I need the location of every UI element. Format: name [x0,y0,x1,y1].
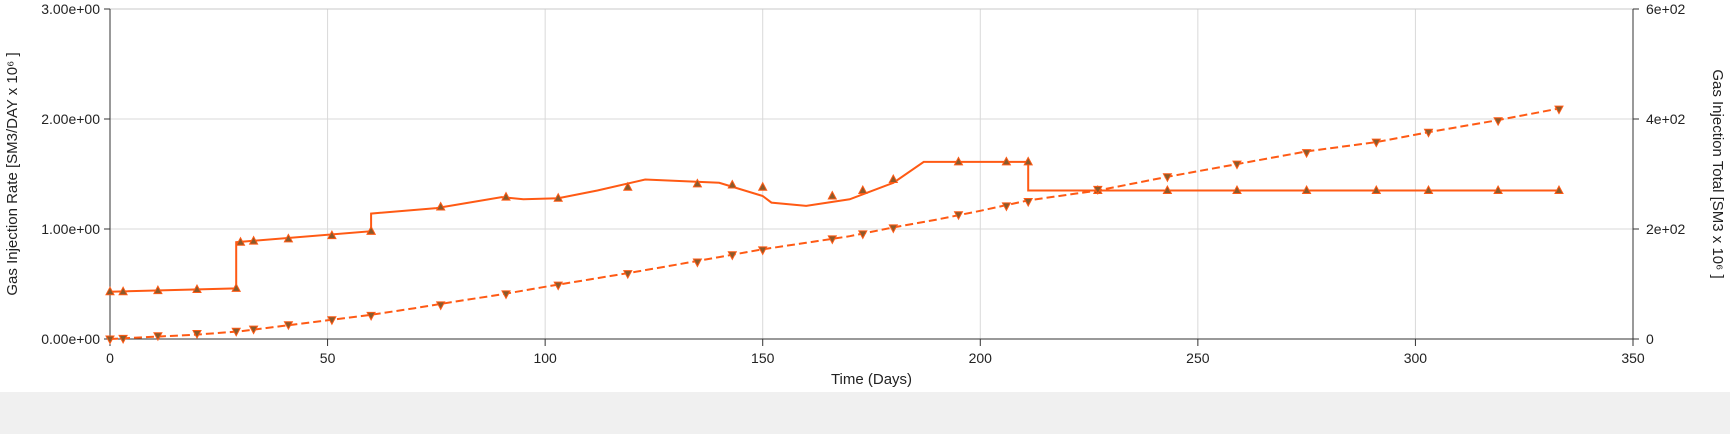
total-marker [953,211,964,221]
total-marker [888,224,899,234]
total-marker [105,335,115,345]
y-left-axis-title: Gas Injection Rate [SM3/DAY x 10⁶ ] [4,52,21,295]
status-strip [0,392,1730,434]
rate-marker [1162,184,1173,194]
rate-marker [283,233,294,243]
plot-border [109,8,1634,340]
grid [109,8,1634,340]
total-marker [553,281,564,291]
total-marker [231,327,242,337]
rate-marker [1023,156,1034,166]
total-marker [327,316,337,326]
x-tick-label: 150 [751,350,775,366]
rate-marker [248,235,259,245]
gas-injection-chart: 0 50 100 150 200 250 300 350 0.00e+00 1.00e+00 2.0… [4,1,1726,388]
rate-marker [757,181,768,191]
total-marker [153,332,163,342]
x-tick-label: 0 [106,350,114,366]
chart-panel: 0 50 100 150 200 250 300 350 0.00e+00 1.00e+00 2.0… [0,0,1730,392]
total-marker [857,230,868,240]
total-marker [366,311,376,321]
rate-marker [1301,184,1312,194]
x-tick-label: 350 [1621,350,1645,366]
rate-marker [235,236,246,246]
rate-marker [1554,184,1564,194]
total-marker [1493,117,1503,127]
rate-marker [1371,184,1382,194]
y-right-tick-label: 2e+02 [1646,221,1686,237]
total-marker [827,235,838,245]
total-marker [118,334,128,344]
total-marker [692,258,703,268]
rate-marker [192,283,202,293]
tick-labels: 0 50 100 150 200 250 300 350 0.00e+00 1.00e+00 2.0… [41,1,1685,366]
rate-marker [105,286,115,296]
x-tick-label: 200 [969,350,993,366]
total-marker [435,301,446,311]
rate-marker [1001,156,1012,166]
rate-marker [1493,184,1503,194]
total-marker [622,270,633,280]
series [105,105,1564,345]
total-marker [1162,173,1173,183]
rate-marker [118,286,128,296]
x-tick-label: 300 [1404,350,1428,366]
rate-marker [692,178,703,188]
rate-marker [827,190,838,200]
total-marker [501,290,511,300]
rate-marker [553,192,564,202]
rate-marker [622,181,633,191]
y-left-tick-label: 1.00e+00 [41,221,100,237]
total-marker [1423,128,1434,138]
rate-marker [1423,184,1434,194]
y-left-tick-label: 0.00e+00 [41,331,100,347]
total-marker [1023,198,1034,208]
total-marker [283,321,294,331]
total-series-line [109,107,1560,340]
total-marker [1554,105,1564,115]
rate-marker [953,156,964,166]
x-tick-label: 250 [1186,350,1210,366]
total-marker [1092,185,1103,195]
total-marker [1001,202,1012,212]
axes [104,8,1639,346]
rate-marker [501,191,511,201]
total-marker [1232,160,1242,170]
y-left-tick-label: 2.00e+00 [41,111,100,127]
y-right-tick-label: 6e+02 [1646,1,1686,17]
rate-marker [1232,184,1242,194]
y-right-tick-label: 0 [1646,331,1654,347]
total-marker [757,246,768,256]
x-tick-label: 100 [533,350,557,366]
rate-marker [366,225,376,235]
rate-marker [153,285,163,295]
rate-marker [231,282,242,292]
x-axis-title: Time (Days) [831,371,912,388]
rate-series-line [109,160,1559,293]
rate-marker [435,201,446,211]
y-right-tick-label: 4e+02 [1646,111,1686,127]
rate-marker [888,173,899,183]
y-left-tick-label: 3.00e+00 [41,1,100,17]
total-marker [192,330,202,340]
total-marker [727,251,738,261]
total-marker [1301,149,1312,159]
total-marker [1371,138,1382,148]
x-tick-label: 50 [320,350,336,366]
rate-marker [327,230,337,240]
rate-marker [727,179,738,189]
total-marker [248,325,259,335]
y-right-axis-title: Gas Injection Total [SM3 x 10⁶ ] [1709,69,1726,278]
rate-marker [857,184,868,194]
